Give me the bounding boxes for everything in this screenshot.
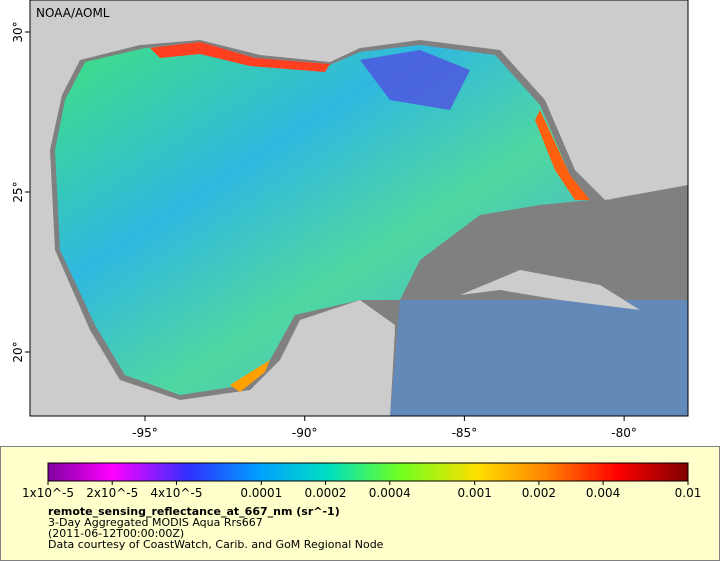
colorbar-tick-label: 1x10^-5	[22, 486, 74, 500]
colorbar-ticks: 1x10^-5 2x10^-5 4x10^-5 0.0001 0.0002 0.0004 0…	[22, 481, 701, 500]
colorbar-tick-label: 0.0002	[305, 486, 347, 500]
reflectance-field	[55, 45, 590, 395]
coastal-high	[230, 360, 270, 392]
florida	[580, 90, 635, 200]
map-frame	[29, 0, 689, 417]
lon-tick-label: -80°	[611, 426, 637, 440]
low-reflectance-patch	[360, 50, 470, 110]
coastal-high	[535, 110, 590, 200]
lon-tick-label: -95°	[132, 426, 158, 440]
coastal-high	[150, 42, 330, 72]
colorbar-tick-label: 0.0004	[369, 486, 411, 500]
legend-variable: remote_sensing_reflectance_at_667_nm (sr…	[48, 505, 340, 518]
lon-tick-label: -90°	[292, 426, 318, 440]
colorbar-tick-label: 0.0001	[240, 486, 282, 500]
lat-tick-label: 20°	[11, 341, 25, 362]
colorbar	[47, 462, 689, 482]
map-area: NOAA/AOML	[29, 0, 689, 417]
lat-tick-label: 30°	[11, 21, 25, 42]
colorbar-tick-label: 4x10^-5	[150, 486, 202, 500]
legend-dataset: 3-Day Aggregated MODIS Aqua Rrs667	[48, 516, 263, 529]
cuba	[460, 270, 640, 310]
lat-tick-label: 25°	[11, 181, 25, 202]
caribbean-field	[390, 300, 688, 416]
colorbar-tick-label: 0.004	[586, 486, 620, 500]
legend-source: Data courtesy of CoastWatch, Carib. and …	[48, 538, 384, 551]
colorbar-tick-label: 0.001	[457, 486, 491, 500]
credit: NOAA/AOML	[36, 6, 110, 20]
colorbar-tick-label: 2x10^-5	[86, 486, 138, 500]
yucatan	[280, 300, 395, 416]
legend-time: (2011-06-12T00:00:00Z)	[48, 527, 184, 540]
colorbar-tick-label: 0.002	[522, 486, 556, 500]
axis-ticks: -95° -90° -85° -80° 30° 25° 20°	[11, 21, 637, 440]
lon-tick-label: -85°	[452, 426, 478, 440]
colorbar-tick-label: 0.01	[675, 486, 702, 500]
